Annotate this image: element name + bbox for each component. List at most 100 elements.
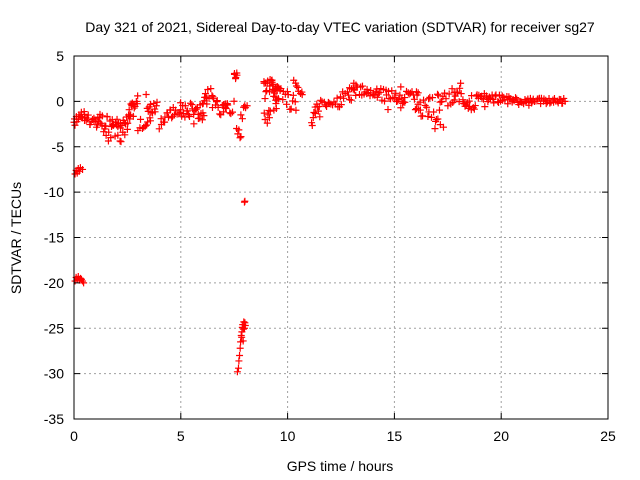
data-point xyxy=(208,92,216,100)
data-point xyxy=(129,112,137,120)
data-point xyxy=(190,120,198,128)
data-point xyxy=(235,126,243,134)
data-point xyxy=(121,131,129,139)
data-point xyxy=(204,85,212,93)
data-point xyxy=(273,83,281,91)
data-point xyxy=(184,107,192,115)
data-point xyxy=(79,165,87,173)
data-point xyxy=(279,96,287,104)
data-point xyxy=(81,110,89,118)
data-point xyxy=(410,95,418,103)
data-point xyxy=(236,344,244,352)
data-points xyxy=(70,69,569,376)
data-point xyxy=(201,90,209,98)
data-point xyxy=(385,87,393,95)
x-tick-label: 15 xyxy=(387,428,403,444)
data-point xyxy=(181,102,189,110)
y-tick-label: -35 xyxy=(44,411,64,427)
data-point xyxy=(134,92,142,100)
data-point xyxy=(448,85,456,93)
data-point xyxy=(192,105,200,113)
data-point xyxy=(287,105,295,113)
data-point xyxy=(434,91,442,99)
data-point xyxy=(114,131,122,139)
data-point xyxy=(179,109,187,117)
data-point xyxy=(454,89,462,97)
data-point xyxy=(383,91,391,99)
data-point xyxy=(113,115,121,123)
data-point xyxy=(346,84,354,92)
data-point xyxy=(233,368,241,376)
data-point xyxy=(414,89,422,97)
data-point xyxy=(223,100,231,108)
data-point xyxy=(434,90,442,98)
data-point xyxy=(381,97,389,105)
data-point xyxy=(491,92,499,100)
data-point xyxy=(352,81,360,89)
y-tick-label: 0 xyxy=(56,93,64,109)
data-point xyxy=(261,95,269,103)
data-point xyxy=(294,83,302,91)
data-point xyxy=(292,82,300,90)
data-point xyxy=(325,99,333,107)
y-tick-label: -30 xyxy=(44,366,64,382)
data-point xyxy=(137,115,145,123)
data-point xyxy=(392,89,400,97)
data-point xyxy=(388,87,396,95)
x-axis: 0 5 10 15 20 25 xyxy=(70,56,616,444)
x-tick-label: 5 xyxy=(177,428,185,444)
data-point xyxy=(420,96,428,104)
data-point xyxy=(455,98,463,106)
data-point xyxy=(430,108,438,116)
data-point xyxy=(116,137,124,145)
data-point xyxy=(466,102,474,110)
data-point xyxy=(427,113,435,121)
data-point xyxy=(425,95,433,103)
data-point xyxy=(424,113,432,121)
y-tick-label: 5 xyxy=(56,48,64,64)
data-point xyxy=(518,99,526,107)
data-point xyxy=(213,97,221,105)
data-point xyxy=(229,108,237,116)
data-point xyxy=(233,71,241,79)
data-point xyxy=(397,83,405,91)
data-point xyxy=(450,96,458,104)
data-point xyxy=(557,96,565,104)
data-point xyxy=(471,102,479,110)
data-point xyxy=(216,110,224,118)
data-point xyxy=(358,82,366,90)
x-tick-label: 10 xyxy=(280,428,296,444)
data-point xyxy=(428,94,436,102)
data-point xyxy=(199,99,207,107)
data-point xyxy=(239,325,247,333)
data-point xyxy=(151,108,159,116)
data-point xyxy=(284,91,292,99)
data-point xyxy=(142,91,150,99)
data-point xyxy=(125,106,133,114)
data-point xyxy=(240,198,248,206)
data-point xyxy=(133,100,141,108)
data-point xyxy=(107,134,115,142)
data-point xyxy=(456,84,464,92)
data-point xyxy=(241,322,249,330)
data-point xyxy=(451,92,459,100)
data-point xyxy=(346,96,354,104)
data-point xyxy=(152,102,160,110)
data-point xyxy=(309,114,317,122)
y-axis: 5 0 -5 -10 -15 -20 -25 -30 -35 xyxy=(44,48,608,427)
data-point xyxy=(419,112,427,120)
data-point xyxy=(80,279,88,287)
chart-title: Day 321 of 2021, Sidereal Day-to-day VTE… xyxy=(85,19,595,35)
data-point xyxy=(337,101,345,109)
data-point xyxy=(187,99,195,107)
data-point xyxy=(343,88,351,96)
data-point xyxy=(243,102,251,110)
data-point xyxy=(266,88,274,96)
data-point xyxy=(268,76,276,84)
data-point xyxy=(266,107,274,115)
data-point xyxy=(435,106,443,114)
data-point xyxy=(105,128,113,136)
data-point xyxy=(227,110,235,118)
data-point xyxy=(373,93,381,101)
x-tick-label: 25 xyxy=(600,428,616,444)
